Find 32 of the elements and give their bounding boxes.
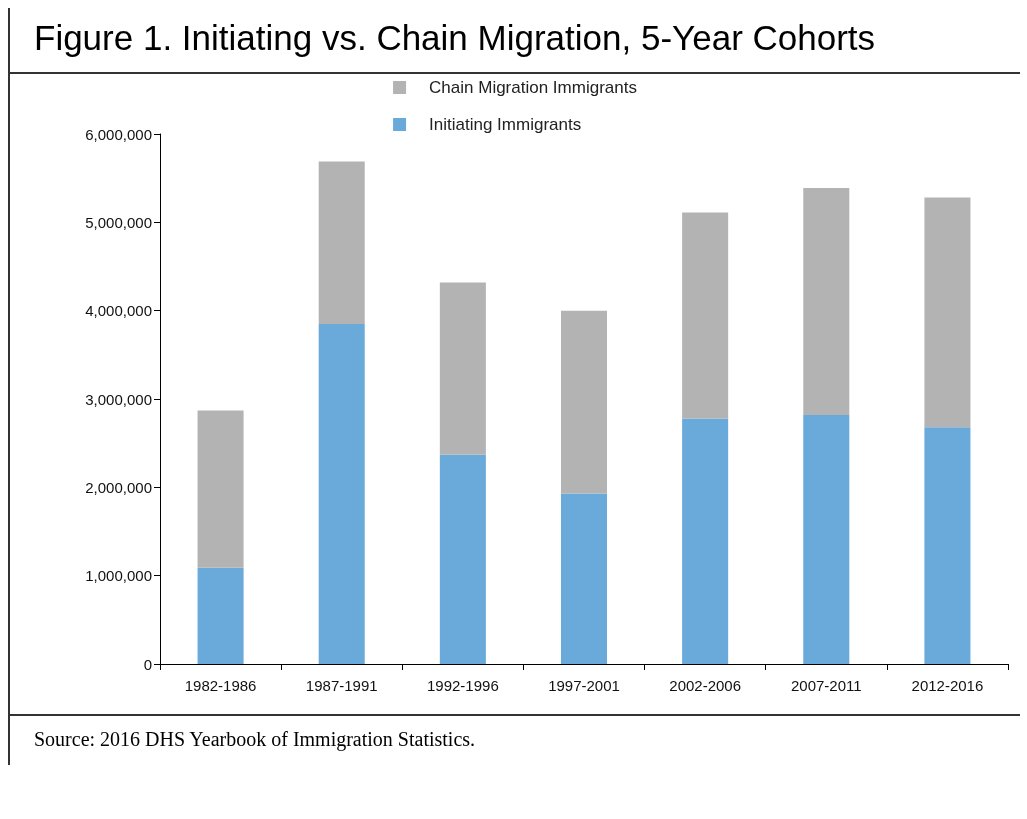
bar bbox=[682, 418, 729, 664]
bar bbox=[924, 197, 971, 428]
bar bbox=[197, 410, 244, 568]
y-tick-label: 0 bbox=[143, 655, 152, 673]
bar bbox=[560, 493, 608, 664]
y-tick-label: 5,000,000 bbox=[85, 213, 152, 231]
bar bbox=[439, 282, 486, 455]
bar bbox=[439, 454, 486, 664]
x-tick-label: 1982-1986 bbox=[184, 677, 257, 694]
legend-label: Chain Migration Immigrants bbox=[429, 78, 637, 97]
x-tick-label: 2007-2011 bbox=[790, 677, 862, 694]
source-note: Source: 2016 DHS Yearbook of Immigration Statistics. bbox=[10, 714, 1020, 765]
y-tick-label: 4,000,000 bbox=[85, 302, 152, 320]
bar bbox=[560, 310, 608, 494]
chart-title: Figure 1. Initiating vs. Chain Migration, 5-Year Cohorts bbox=[10, 8, 1020, 74]
bar bbox=[682, 212, 729, 419]
y-tick-label: 6,000,000 bbox=[85, 125, 152, 143]
x-tick-label: 1987-1991 bbox=[305, 677, 378, 694]
y-tick-label: 2,000,000 bbox=[85, 478, 152, 496]
bar bbox=[318, 323, 365, 664]
legend-label: Initiating Immigrants bbox=[429, 115, 582, 134]
x-tick-label: 1997-2001 bbox=[548, 677, 620, 694]
y-tick-label: 3,000,000 bbox=[85, 390, 152, 408]
bar bbox=[803, 414, 850, 664]
bar bbox=[318, 161, 365, 324]
bar bbox=[197, 567, 244, 664]
bar bbox=[803, 187, 850, 415]
y-tick-label: 1,000,000 bbox=[85, 567, 152, 585]
bar bbox=[924, 427, 971, 664]
x-tick-label: 2002-2006 bbox=[669, 677, 742, 694]
x-tick-label: 1992-1996 bbox=[426, 677, 499, 694]
x-tick-label: 2012-2016 bbox=[911, 677, 984, 694]
